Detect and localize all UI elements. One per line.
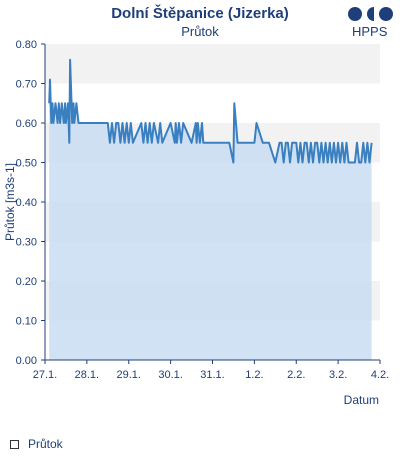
y-tick-label: 0.40 bbox=[16, 197, 37, 209]
series-area-prutok bbox=[49, 59, 372, 361]
hpps-logo-icon bbox=[348, 7, 393, 21]
y-tick-label: 0.80 bbox=[16, 39, 37, 51]
x-tick-label: 3.2. bbox=[329, 369, 347, 381]
x-tick-label: 30.1. bbox=[158, 369, 182, 381]
x-axis-title: Datum bbox=[344, 393, 379, 407]
x-tick-label: 29.1. bbox=[117, 369, 141, 381]
x-tick-label: 31.1. bbox=[200, 369, 224, 381]
y-tick-label: 0.20 bbox=[16, 276, 37, 288]
x-tick-label: 1.2. bbox=[245, 369, 263, 381]
legend-swatch bbox=[10, 439, 19, 449]
y-tick-label: 0.00 bbox=[16, 355, 37, 367]
legend-label: Průtok bbox=[28, 437, 63, 451]
chart-area: 0.00 0.10 0.20 0.30 0.40 0.50 0.60 0.70 0.80 27.… bbox=[3, 39, 389, 407]
brand-label: HPPS bbox=[352, 24, 388, 39]
x-tick-label: 4.2. bbox=[371, 369, 389, 381]
y-tick-label: 0.30 bbox=[16, 237, 37, 249]
chart-title: Dolní Štěpanice (Jizerka) bbox=[111, 5, 289, 22]
legend[interactable]: Průtok bbox=[10, 437, 63, 451]
y-tick-label: 0.60 bbox=[16, 118, 37, 130]
series-line-prutok bbox=[48, 58, 373, 164]
chart-subtitle: Průtok bbox=[181, 24, 219, 39]
x-tick-label: 27.1. bbox=[33, 369, 57, 381]
y-tick-label: 0.50 bbox=[16, 158, 37, 170]
y-tick-label: 0.70 bbox=[16, 79, 37, 91]
y-axis-title: Průtok [m3s-1] bbox=[3, 163, 17, 241]
grid-band bbox=[45, 44, 380, 84]
y-tick-label: 0.10 bbox=[16, 316, 37, 328]
x-tick-label: 28.1. bbox=[75, 369, 99, 381]
x-tick-label: 2.2. bbox=[287, 369, 305, 381]
